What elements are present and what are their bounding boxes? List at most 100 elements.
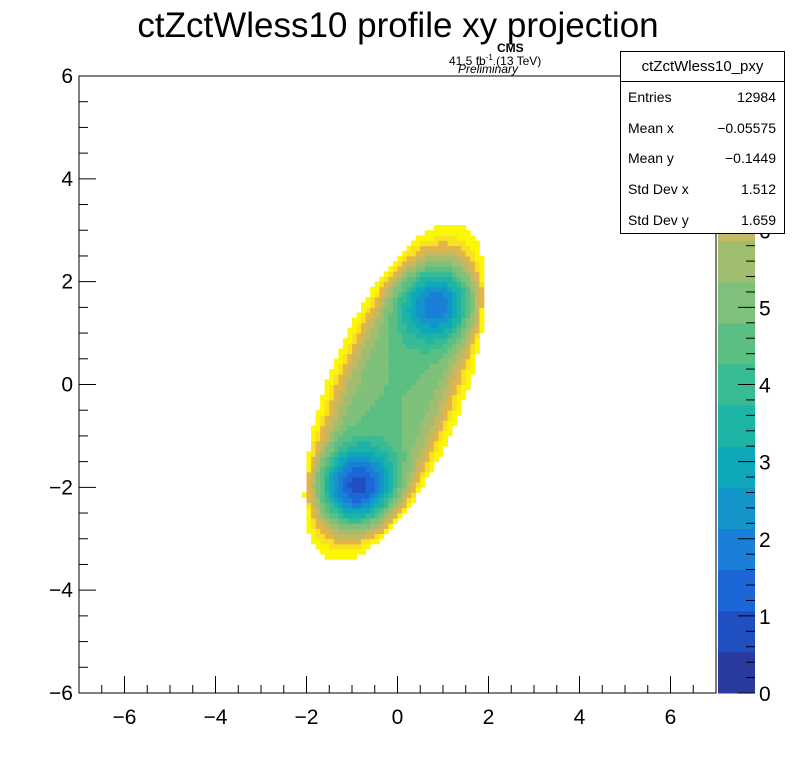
heatmap-cell [342,420,348,427]
heatmap-cell [365,389,371,396]
heatmap-cell [433,410,439,416]
heatmap-cell [402,379,407,385]
heatmap-cell [406,312,412,319]
heatmap-cell [452,245,458,252]
heatmap-cell [438,415,444,421]
heatmap-cell [397,297,403,303]
heatmap-cell [352,322,357,329]
heatmap-cell [443,333,448,339]
heatmap-cell [315,415,321,421]
heatmap-cell [370,461,376,468]
heatmap-cell [447,297,453,303]
heatmap-cell [411,240,417,247]
heatmap-cell [370,502,376,509]
heatmap-cell [443,405,448,411]
heatmap-cell [352,369,357,375]
heatmap-cell [306,502,312,509]
heatmap-cell [424,255,430,262]
heatmap-cell [420,307,426,313]
heatmap-cell [311,513,316,519]
heatmap-cell [433,358,439,365]
heatmap-cell [438,353,444,360]
heatmap-cell [365,533,371,540]
heatmap-cell [361,461,367,468]
heatmap-cell [402,415,407,421]
heatmap-cell [429,394,435,401]
heatmap-cell [397,374,403,380]
heatmap-cell [320,430,326,437]
heatmap-cell [447,338,453,344]
heatmap-cell [415,466,421,473]
heatmap-cell [397,389,403,396]
heatmap-cell [429,261,435,267]
heatmap-cell [370,492,376,499]
heatmap-cell [411,343,417,349]
heatmap-cell [461,317,467,324]
heatmap-cell [443,297,448,303]
heatmap-cell [383,348,389,355]
heatmap-cell [365,435,371,442]
heatmap-cell [424,302,430,308]
heatmap-cell [461,245,467,252]
heatmap-cell [333,477,339,483]
heatmap-cell [370,363,376,370]
heatmap-cell [392,317,398,324]
heatmap-cell [347,446,353,452]
heatmap-cell [402,286,407,293]
heatmap-cell [470,250,476,257]
heatmap-cell [397,446,403,452]
heatmap-cell [383,286,389,293]
heatmap-cell [338,549,344,555]
heatmap-cell [415,389,421,396]
heatmap-cell [415,446,421,452]
heatmap-cell [338,441,344,447]
heatmap-cell [356,502,362,509]
heatmap-cell [443,291,448,298]
heatmap-cell [361,523,367,529]
heatmap-cell [429,240,435,247]
heatmap-cell [361,348,367,355]
heatmap-cell [452,255,458,262]
heatmap-cell [406,281,412,288]
heatmap-cell [397,425,403,432]
heatmap-cell [456,369,462,375]
heatmap-cell [433,420,439,427]
heatmap-cell [452,410,458,416]
heatmap-cell [370,394,376,401]
heatmap-cell [420,415,426,421]
heatmap-cell [443,225,448,231]
heatmap-cell [320,513,326,519]
heatmap-cell [379,471,385,478]
heatmap-cell [406,297,412,303]
color-scale-band [718,322,755,365]
heatmap-cell [347,358,353,365]
heatmap-cell [415,471,421,478]
heatmap-cell [402,492,407,499]
heatmap-cell [383,363,389,370]
heatmap-cell [347,466,353,473]
heatmap-cell [333,538,339,545]
heatmap-cell [342,399,348,406]
heatmap-cell [374,384,380,391]
heatmap-cell [397,466,403,473]
heatmap-cell [411,358,417,365]
heatmap-cell [474,240,480,247]
heatmap-cell [424,435,430,442]
heatmap-cell [392,343,398,349]
stats-row-mean-x: Mean x −0.05575 [628,119,776,136]
heatmap-cell [406,415,412,421]
heatmap-cell [411,333,417,339]
heatmap-cell [365,369,371,375]
heatmap-cell [361,358,367,365]
heatmap-cell [470,358,476,365]
heatmap-cell [315,513,321,519]
heatmap-cell [415,348,421,355]
heatmap-cell [443,363,448,370]
heatmap-cell [342,513,348,519]
heatmap-cell [456,271,462,277]
heatmap-cell [415,420,421,427]
heatmap-cell [470,353,476,360]
heatmap-cell [324,477,330,483]
heatmap-cell [443,327,448,334]
heatmap-cell [402,343,407,349]
